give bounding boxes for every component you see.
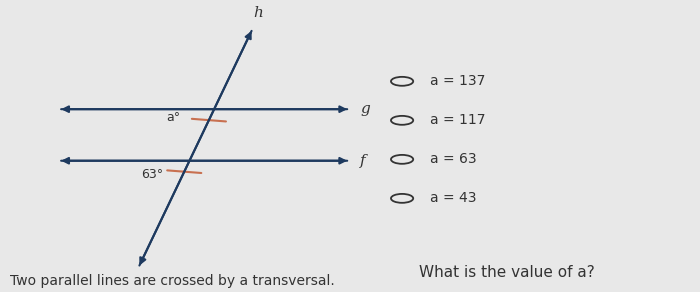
Text: a = 137: a = 137 [430,74,485,88]
Text: 63°: 63° [141,168,163,181]
Text: h: h [253,6,263,20]
Text: a = 43: a = 43 [430,191,477,205]
Text: a = 117: a = 117 [430,113,485,127]
Text: f: f [360,154,366,168]
Text: What is the value of a?: What is the value of a? [419,265,595,280]
Text: a°: a° [166,111,180,124]
Text: g: g [360,102,370,116]
Text: Two parallel lines are crossed by a transversal.: Two parallel lines are crossed by a tran… [10,274,335,288]
Text: a = 63: a = 63 [430,152,477,166]
